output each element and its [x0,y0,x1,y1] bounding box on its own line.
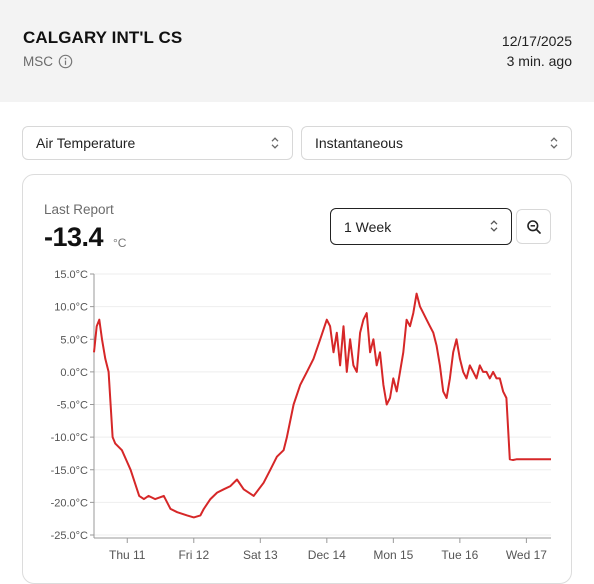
x-tick-label: Mon 15 [373,548,413,562]
series-line-air-temperature [93,292,551,519]
updated-ago: 3 min. ago [506,53,572,69]
report-date: 12/17/2025 [501,33,572,49]
y-tick-label: -25.0°C [51,530,88,542]
x-tick-label: Fri 12 [178,548,209,562]
station-name: CALGARY INT'L CS [23,28,183,47]
time-range-select[interactable]: 1 Week [330,208,512,245]
y-tick-label: -20.0°C [51,497,88,509]
time-range-value: 1 Week [344,218,392,235]
last-report-label: Last Report [44,202,114,217]
info-icon[interactable] [58,54,73,69]
zoom-out-icon [526,219,541,234]
aggregation-select-value: Instantaneous [315,135,403,151]
station-header: CALGARY INT'L CS MSC 12/17/2025 3 min. a… [0,0,594,102]
y-tick-label: -15.0°C [51,465,88,477]
variable-select[interactable]: Air Temperature [22,126,293,160]
y-tick-label: 15.0°C [54,269,88,281]
y-tick-label: 0.0°C [60,367,88,379]
chevron-up-down-icon [271,137,279,149]
x-tick-label: Tue 16 [441,548,478,562]
x-tick-label: Sat 13 [243,548,278,562]
chevron-up-down-icon [550,137,558,149]
network-label: MSC [23,54,73,69]
y-tick-label: -5.0°C [57,400,88,412]
variable-select-value: Air Temperature [36,135,136,151]
last-report-unit: °C [113,236,127,250]
chevron-up-down-icon [490,220,498,232]
network-name: MSC [23,54,53,69]
aggregation-select[interactable]: Instantaneous [301,126,572,160]
last-report-value: -13.4 [44,222,104,252]
x-tick-label: Dec 14 [308,548,346,562]
x-tick-label: Wed 17 [506,548,547,562]
zoom-out-button[interactable] [516,209,551,244]
x-tick-label: Thu 11 [109,548,146,562]
y-tick-label: -10.0°C [51,432,88,444]
y-tick-label: 10.0°C [54,302,88,314]
y-tick-label: 5.0°C [60,334,88,346]
temperature-chart: 15.0°C 10.0°C 5.0°C 0.0°C -5.0°C -10.0°C -15.0… [51,269,551,562]
